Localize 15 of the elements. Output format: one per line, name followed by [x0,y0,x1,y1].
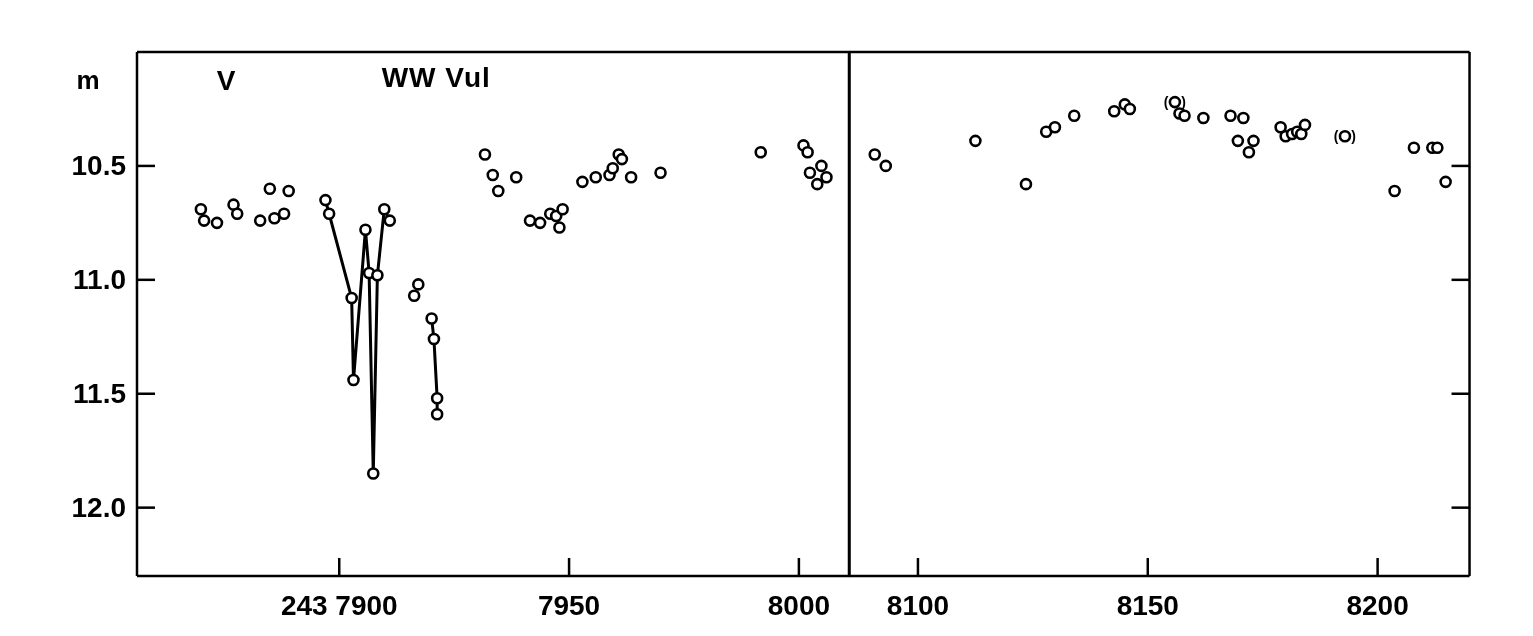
annotation: V [216,65,236,96]
annotation: ( ) [1334,128,1361,145]
x-tick-label: 8150 [1117,590,1180,622]
x-tick-label: 8100 [887,590,950,622]
x-tick-label: 8000 [767,590,831,622]
x-tick-label: 8200 [1346,590,1410,622]
y-tick-label: 10.5 [71,150,126,182]
annotation: ( ) [1164,94,1191,111]
chart-title: WW Vul [381,62,491,93]
y-axis-title: m [76,65,100,95]
y-tick-label: 11.0 [73,264,126,296]
x-tick-label: 7950 [537,590,601,622]
x-tick-label: 243 7900 [280,590,398,622]
y-tick-label: 11.5 [73,378,126,410]
y-tick-label: 12.0 [71,492,126,524]
